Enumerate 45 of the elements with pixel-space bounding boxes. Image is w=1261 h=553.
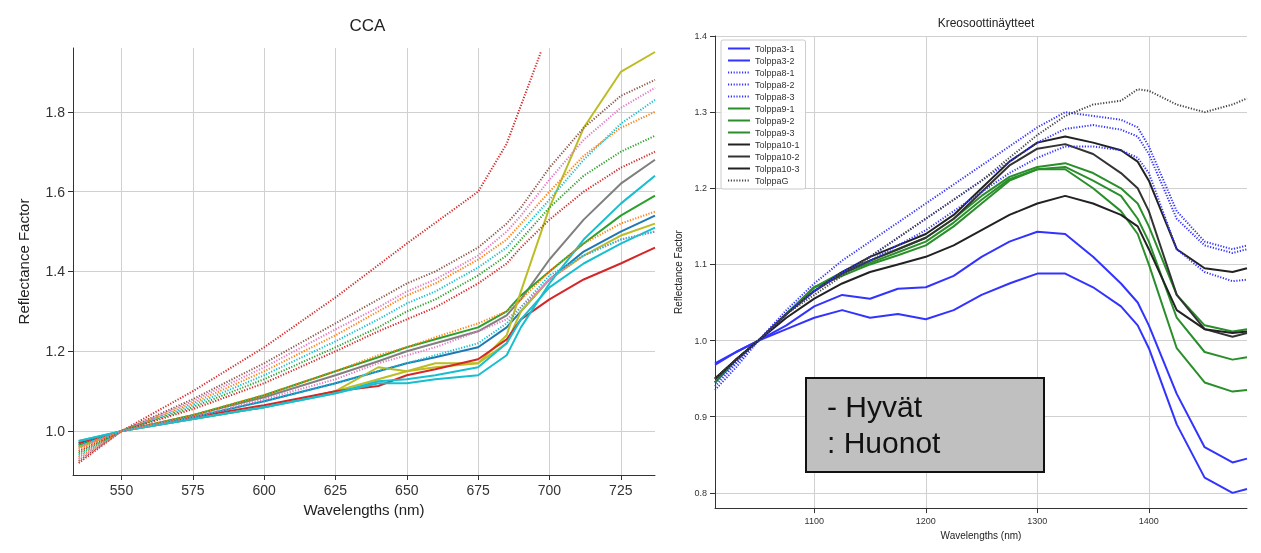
x-tick-label: 700 xyxy=(537,482,562,498)
x-tick-label: 1300 xyxy=(1027,515,1048,526)
y-tick-label: 1.2 xyxy=(694,183,707,194)
annotation: : Huonot xyxy=(827,425,942,461)
y-tick-label: 1.6 xyxy=(45,183,66,200)
x-tick-label: 600 xyxy=(252,482,277,498)
legend-label: Tolppa10-3 xyxy=(755,163,800,174)
legend-label: Tolppa8-1 xyxy=(755,67,795,78)
y-tick-label: 1.1 xyxy=(694,259,707,270)
x-axis-title: Wavelengths (nm) xyxy=(303,500,425,518)
legend-label: Tolppa8-3 xyxy=(755,91,795,102)
legend-label: Tolppa8-2 xyxy=(755,79,795,90)
legend-label: Tolppa3-1 xyxy=(755,43,795,54)
y-tick-label: 0.9 xyxy=(694,411,707,422)
x-tick-label: 650 xyxy=(395,482,419,498)
chart-title: CCA xyxy=(349,16,387,35)
legend-label: Tolppa9-3 xyxy=(755,127,795,138)
y-tick-label: 1.0 xyxy=(45,423,66,440)
x-tick-label: 1200 xyxy=(915,515,936,526)
y-tick-label: 1.8 xyxy=(45,103,66,120)
legend-label: TolppaG xyxy=(755,175,789,186)
x-tick-label: 575 xyxy=(181,482,205,498)
y-tick-label: 1.4 xyxy=(694,31,707,41)
y-axis-title: Reflectance Factor xyxy=(673,229,685,315)
legend-label: Tolppa3-2 xyxy=(755,55,795,66)
x-tick-label: 675 xyxy=(466,482,491,498)
y-tick-label: 1.0 xyxy=(694,335,707,346)
y-tick-label: 0.8 xyxy=(694,487,707,498)
legend-label: Tolppa9-1 xyxy=(755,103,795,114)
x-tick-label: 1100 xyxy=(804,515,824,526)
legend-label: Tolppa10-1 xyxy=(755,139,800,150)
legend-label: Tolppa9-2 xyxy=(755,115,795,126)
x-tick-label: 1400 xyxy=(1138,515,1159,526)
x-tick-label: 725 xyxy=(609,482,633,498)
y-tick-label: 1.3 xyxy=(694,107,707,118)
y-axis-title: Reflectance Factor xyxy=(15,198,32,325)
chart-title: Kreosoottinäytteet xyxy=(937,16,1036,30)
legend-label: Tolppa10-2 xyxy=(755,151,800,162)
y-tick-label: 1.4 xyxy=(45,263,66,280)
x-axis-title: Wavelengths (nm) xyxy=(940,529,1022,541)
annotation: - Hyvät xyxy=(827,389,923,425)
x-tick-label: 550 xyxy=(109,482,134,498)
note-box: - Hyvät : Huonot xyxy=(805,377,1045,473)
y-tick-label: 1.2 xyxy=(45,343,66,360)
x-tick-label: 625 xyxy=(323,482,348,498)
